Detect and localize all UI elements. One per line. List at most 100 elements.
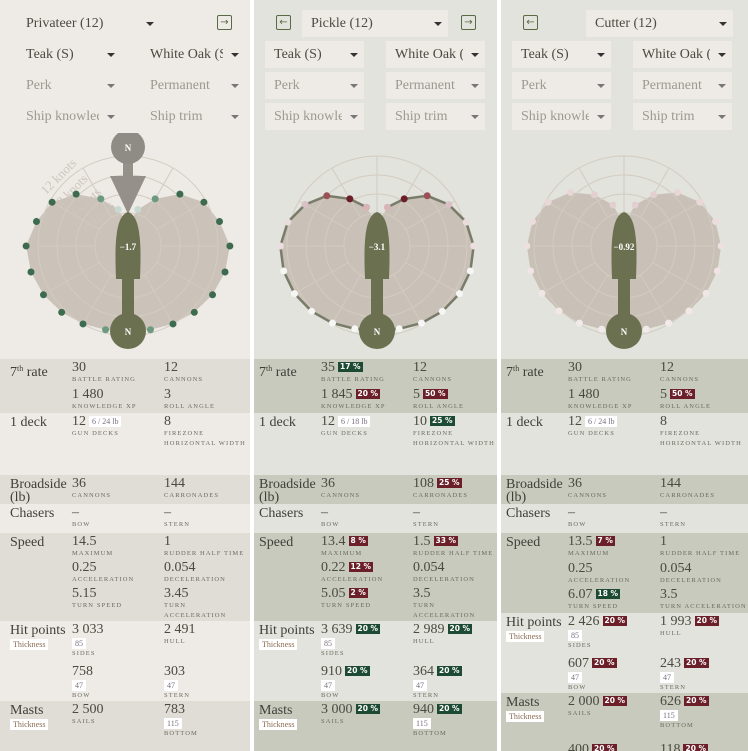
perk-select[interactable]: Perk (26, 72, 121, 99)
stat-caption: Carronades (413, 492, 469, 499)
heel-value: −3.1 (369, 242, 386, 252)
perk-select[interactable]: Perk (512, 72, 611, 99)
next-ship-button[interactable]: → (461, 15, 476, 30)
stat-caption: Cannons (413, 376, 453, 383)
stat-cell: 12 Cannons (164, 359, 250, 386)
stat-number: 5.05 (321, 586, 346, 601)
stat-cell: 1.5 33 % Rudder half time (413, 533, 497, 559)
previous-ship-button[interactable]: ← (276, 15, 291, 30)
select-value: Ship knowledge (26, 109, 99, 124)
previous-ship-button[interactable]: ← (523, 15, 538, 30)
speed-point (665, 319, 673, 327)
ship-knowledge-select[interactable]: Ship knowledge (265, 103, 364, 130)
caret-down-icon (597, 115, 605, 119)
thickness-legend: Thickness (10, 719, 49, 730)
rudder-indicator[interactable] (606, 313, 642, 349)
stat-value: 3.5 (660, 587, 748, 602)
wind-indicator[interactable] (111, 133, 145, 164)
decrease-badge: 20 % (684, 696, 709, 706)
ship-select[interactable]: Cutter (12) (586, 10, 733, 37)
stat-number: 910 (321, 664, 342, 679)
speed-point (696, 198, 704, 206)
polar-spoke (144, 167, 174, 218)
stat-value: 36 (321, 476, 413, 491)
wood-frame-select[interactable]: Teak (S) (265, 41, 364, 68)
stat-number: 118 (660, 742, 681, 751)
stat-number: 13.4 (321, 534, 346, 549)
permanent-select[interactable]: Permanent (633, 72, 732, 99)
stat-number: 2 500 (72, 702, 104, 717)
wood-frame-select[interactable]: Teak (S) (26, 41, 121, 68)
stat-number: 0.25 (568, 560, 593, 576)
next-ship-button[interactable]: → (217, 15, 232, 30)
improvement-badge: 20 % (447, 624, 473, 634)
stat-value: – (72, 505, 164, 520)
speed-point (538, 289, 546, 297)
arrow-left-icon: ← (526, 17, 535, 28)
perk-select[interactable]: Perk (265, 72, 364, 99)
stat-row: 1 deck 12 6 / 24 lb Gun decks 8 Firezone Horiz… (501, 413, 748, 475)
stat-number: 0.22 (321, 560, 346, 575)
stat-cell: – Bow (72, 504, 164, 533)
stat-number: 400 (568, 742, 589, 751)
select-value: White Oak (S) (642, 47, 710, 62)
speed-point (423, 192, 431, 200)
stat-value: 13.5 7 % (568, 534, 660, 549)
stat-cell: 5.15 Turn speed (72, 585, 164, 621)
stat-caption: Stern (164, 521, 191, 528)
caret-down-icon (718, 53, 726, 57)
ship-trim-select[interactable]: Ship trim (150, 103, 245, 130)
select-value: Ship trim (150, 109, 203, 124)
ship-trim-select[interactable]: Ship trim (633, 103, 732, 130)
rudder-indicator[interactable] (359, 313, 395, 349)
stat-caption: Turn speed (568, 603, 619, 611)
stat-cell: 8 Firezone Horizontal width (164, 413, 250, 475)
stat-row-label: Chasers (10, 504, 72, 533)
ship-knowledge-select[interactable]: Ship knowledge (26, 103, 121, 130)
stat-cell: 2 989 20 % Hull (413, 621, 497, 659)
wood-frame-select[interactable]: Teak (S) (512, 41, 611, 68)
thickness-legend: Thickness (506, 631, 545, 642)
speed-point (308, 307, 316, 315)
row-label-sup: th (17, 364, 24, 373)
wood-trim-select[interactable]: White Oak (S) (150, 41, 245, 68)
polar-spoke (49, 262, 100, 292)
polar-spoke (393, 167, 423, 218)
stat-cells: – Bow – Stern (568, 504, 748, 533)
stat-number: 14.5 (72, 534, 97, 549)
rudder-indicator[interactable] (110, 313, 146, 349)
ship-knowledge-select[interactable]: Ship knowledge (512, 103, 611, 130)
stat-cell: 2 500 Sails (72, 701, 164, 739)
speed-point (209, 291, 217, 299)
ship-select[interactable]: Privateer (12) (26, 10, 160, 37)
stat-number: 1 993 (660, 614, 692, 629)
stat-number: 12 (660, 360, 674, 375)
stat-row-label: Speed (506, 533, 568, 613)
ship-trim-select[interactable]: Ship trim (386, 103, 485, 130)
permanent-select[interactable]: Permanent (386, 72, 485, 99)
speed-point (284, 218, 292, 226)
stat-caption: Bow (72, 521, 91, 528)
stat-cell: – Bow (321, 504, 413, 533)
stat-row-label: Masts Thickness (506, 693, 568, 751)
decrease-badge: 20 % (602, 616, 628, 626)
speed-point (544, 198, 552, 206)
stat-value: 1.5 33 % (413, 534, 497, 549)
wood-trim-select[interactable]: White Oak (S) (386, 41, 485, 68)
ship-select[interactable]: Pickle (12) (302, 10, 448, 37)
row-label-text: Speed (10, 535, 45, 550)
stat-caption: Maximum (568, 550, 610, 557)
stat-number: 30 (568, 360, 582, 375)
thickness-legend: Thickness (259, 719, 298, 730)
stat-row: Broadside (lb) 36 Cannons 108 25 % Carronades (254, 475, 497, 505)
stat-value: 1 845 20 % (321, 387, 413, 402)
thickness-legend: Thickness (506, 711, 545, 722)
stat-cell: 0.054 Deceleration (660, 560, 748, 587)
stat-caption: Hull (164, 638, 186, 645)
permanent-select[interactable]: Permanent (150, 72, 245, 99)
wood-trim-select[interactable]: White Oak (S) (633, 41, 732, 68)
rudder-label: N (621, 327, 628, 337)
row-label-text: Chasers (259, 506, 304, 521)
row-label-text: Hit points (259, 623, 315, 638)
stat-cell: 1 480 Knowledge XP (568, 386, 660, 413)
